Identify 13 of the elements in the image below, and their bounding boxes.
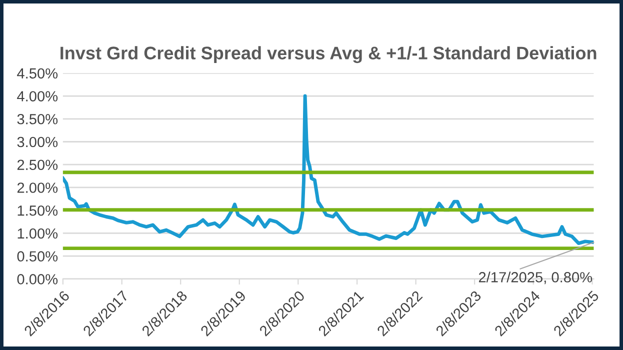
y-tick-label: 3.00%: [17, 136, 58, 148]
y-tick-label: 2.50%: [17, 160, 58, 170]
y-tick-label: 0.50%: [17, 251, 58, 262]
y-tick-label: 4.00%: [17, 91, 58, 102]
y-tick-label: 1.00%: [18, 228, 58, 239]
y-tick-label: 3.50%: [17, 114, 58, 124]
y-tick-label: 4.50%: [17, 68, 58, 79]
y-tick-label: 0.00%: [17, 274, 58, 284]
chart-title: Invst Grd Credit Spread versus Avg & +1/-1 Standard Deviation: [60, 46, 596, 64]
line-series: [62, 94, 594, 246]
y-tick-label: 2.00%: [17, 182, 58, 193]
annotation: 2/17/2025, 0.80%: [478, 272, 592, 284]
y-tick-label: 1.50%: [18, 205, 58, 216]
